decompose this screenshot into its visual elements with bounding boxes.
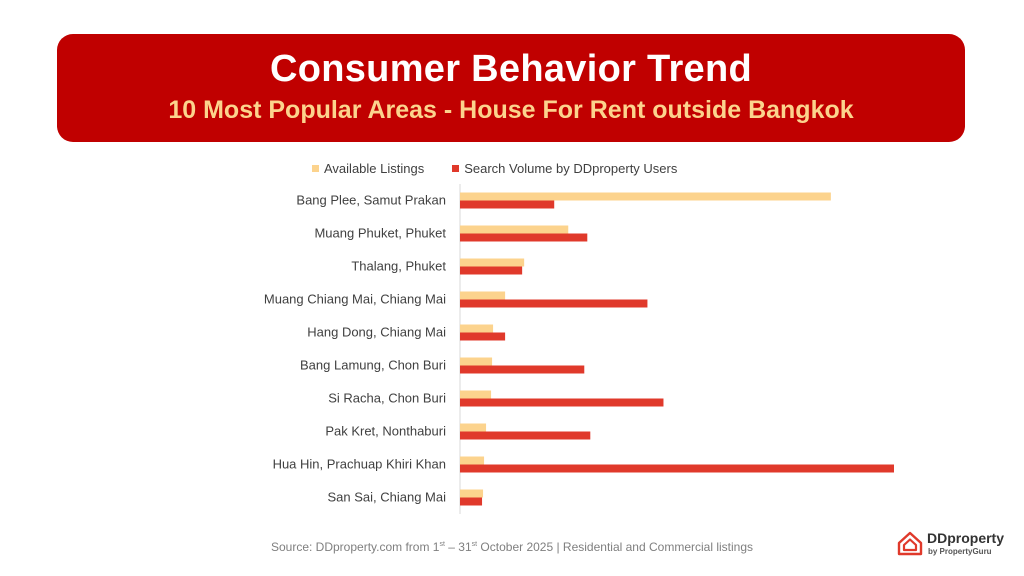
ddproperty-logo: DDproperty by PropertyGuru (897, 528, 1007, 560)
bar-search-volume (460, 233, 588, 242)
bar-search-volume (460, 365, 585, 374)
category-label: Bang Plee, Samut Prakan (296, 193, 446, 208)
ddproperty-logo-icon (897, 531, 923, 556)
bar-search-volume (460, 200, 555, 209)
category-label: Thalang, Phuket (351, 259, 446, 274)
category-label: Si Racha, Chon Buri (328, 391, 446, 406)
legend-item-search: Search Volume by DDproperty Users (452, 161, 677, 176)
bar-search-volume (460, 464, 894, 473)
source-note: Source: DDproperty.com from 1st – 31st O… (0, 540, 1024, 554)
bar-available-listings (460, 291, 506, 300)
bar-search-volume (460, 497, 483, 506)
page-title: Consumer Behavior Trend (269, 48, 752, 90)
bar-available-listings (460, 489, 484, 498)
title-banner: Consumer Behavior Trend 10 Most Popular … (57, 34, 965, 142)
category-label: Pak Kret, Nonthaburi (325, 424, 446, 439)
chart-legend: Available Listings Search Volume by DDpr… (312, 160, 705, 176)
bar-search-volume (460, 398, 664, 407)
bar-available-listings (460, 357, 493, 366)
source-ordinal: st (471, 541, 478, 548)
source-text-part: October 2025 | Residential and Commercia… (477, 540, 754, 554)
bar-available-listings (460, 225, 569, 234)
bar-available-listings (460, 324, 494, 333)
logo-name: DDproperty (927, 530, 1005, 546)
bar-available-listings (460, 192, 831, 201)
legend-swatch-available (312, 164, 319, 172)
bar-search-volume (460, 299, 648, 308)
legend-swatch-search (452, 164, 460, 172)
category-label: Hua Hin, Prachuap Khiri Khan (273, 457, 446, 472)
bar-search-volume (460, 431, 591, 440)
bar-search-volume (460, 266, 523, 275)
category-label: Bang Lamung, Chon Buri (300, 358, 446, 373)
page-subtitle: 10 Most Popular Areas - House For Rent o… (168, 96, 854, 124)
logo-tagline: by PropertyGuru (928, 547, 992, 556)
category-label: Muang Phuket, Phuket (314, 226, 446, 241)
category-label: Muang Chiang Mai, Chiang Mai (264, 292, 446, 307)
category-label: Hang Dong, Chiang Mai (307, 325, 446, 340)
bar-search-volume (460, 332, 506, 341)
legend-label-available: Available Listings (324, 160, 425, 176)
bar-available-listings (460, 258, 525, 267)
category-label: San Sai, Chiang Mai (327, 490, 446, 505)
bar-available-listings (460, 390, 492, 399)
legend-label-search: Search Volume by DDproperty Users (464, 160, 678, 176)
bar-available-listings (460, 423, 487, 432)
bar-available-listings (460, 456, 485, 465)
source-text-part: Source: DDproperty.com from 1 (270, 540, 440, 554)
source-ordinal: st (439, 541, 445, 548)
source-text-part: – 31 (444, 540, 472, 554)
legend-item-available: Available Listings (312, 161, 424, 176)
